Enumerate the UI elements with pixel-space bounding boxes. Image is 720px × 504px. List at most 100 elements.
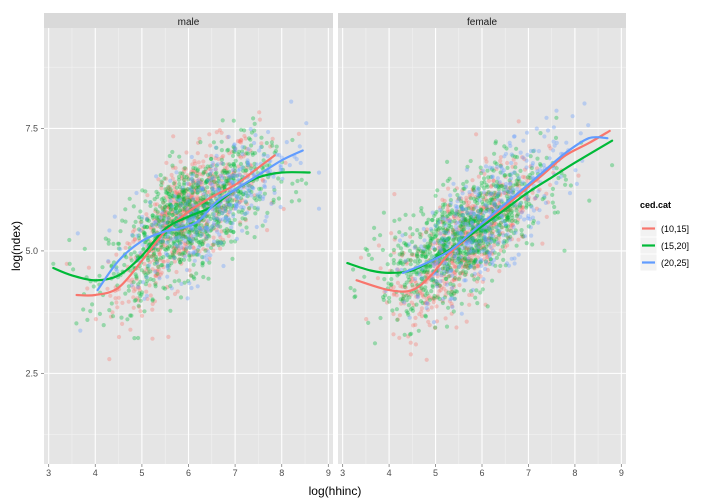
scatter-point: [506, 215, 511, 220]
scatter-point: [474, 245, 479, 250]
scatter-point: [474, 132, 479, 137]
scatter-point: [399, 301, 404, 306]
scatter-point: [174, 234, 179, 239]
scatter-point: [152, 202, 158, 207]
scatter-point: [476, 216, 481, 221]
scatter-point: [261, 194, 266, 199]
scatter-point: [209, 198, 214, 203]
scatter-point: [189, 227, 195, 232]
scatter-point: [175, 193, 180, 198]
scatter-point: [215, 240, 221, 245]
scatter-point: [168, 184, 173, 189]
scatter-point: [449, 219, 454, 224]
scatter-point: [474, 288, 479, 293]
scatter-point: [466, 200, 472, 205]
scatter-point: [463, 278, 468, 283]
scatter-point: [474, 243, 479, 248]
scatter-point: [168, 188, 173, 193]
scatter-point: [191, 188, 197, 193]
scatter-point: [515, 173, 520, 178]
scatter-point: [458, 231, 463, 236]
scatter-point: [550, 186, 556, 191]
scatter-point: [452, 296, 457, 301]
scatter-point: [471, 219, 476, 224]
scatter-point: [205, 225, 210, 230]
scatter-point: [505, 232, 510, 237]
scatter-point: [182, 205, 187, 210]
scatter-point: [457, 271, 463, 276]
scatter-point: [467, 239, 472, 244]
scatter-point: [211, 187, 216, 192]
scatter-point: [226, 203, 231, 208]
scatter-point: [231, 229, 236, 234]
scatter-point: [551, 170, 556, 175]
scatter-point: [190, 168, 195, 173]
scatter-point: [180, 197, 185, 202]
scatter-point: [434, 284, 440, 289]
scatter-point: [187, 251, 192, 256]
scatter-point: [490, 197, 495, 203]
scatter-point: [223, 208, 228, 213]
scatter-point: [463, 216, 468, 221]
scatter-point: [251, 116, 256, 121]
scatter-point: [492, 239, 497, 244]
scatter-point: [477, 198, 482, 203]
scatter-point: [441, 225, 446, 231]
scatter-point: [165, 285, 170, 290]
scatter-point: [463, 246, 468, 251]
scatter-point: [232, 142, 237, 147]
scatter-point: [501, 168, 507, 173]
scatter-point: [459, 212, 464, 217]
scatter-point: [459, 259, 464, 264]
scatter-point: [477, 238, 482, 243]
scatter-point: [278, 165, 283, 170]
scatter-point: [209, 153, 214, 159]
scatter-point: [227, 210, 233, 215]
scatter-point: [512, 170, 517, 175]
scatter-point: [206, 201, 212, 207]
scatter-point: [180, 185, 185, 190]
scatter-point: [128, 252, 134, 257]
scatter-point: [138, 209, 143, 214]
y-tick-label: 5.0: [25, 246, 38, 256]
scatter-point: [287, 163, 292, 168]
scatter-point: [171, 241, 176, 246]
scatter-point: [232, 172, 237, 177]
scatter-point: [196, 181, 202, 186]
scatter-point: [500, 182, 505, 187]
scatter-point: [475, 193, 480, 198]
scatter-point: [216, 243, 221, 248]
scatter-point: [144, 225, 149, 230]
scatter-point: [151, 253, 156, 258]
scatter-point: [202, 169, 207, 174]
scatter-point: [116, 241, 121, 246]
scatter-point: [194, 227, 199, 232]
scatter-point: [479, 237, 484, 243]
scatter-point: [226, 177, 231, 182]
scatter-point: [290, 181, 295, 186]
scatter-point: [504, 214, 509, 219]
scatter-point: [468, 213, 473, 218]
scatter-point: [465, 251, 470, 256]
scatter-point: [443, 236, 448, 241]
scatter-point: [231, 174, 237, 179]
scatter-point: [155, 257, 160, 262]
scatter-point: [200, 260, 205, 265]
scatter-point: [408, 352, 413, 357]
scatter-point: [457, 275, 462, 280]
scatter-point: [218, 217, 223, 222]
scatter-point: [155, 209, 160, 214]
scatter-point: [229, 220, 234, 226]
scatter-point: [456, 253, 461, 258]
scatter-point: [468, 205, 473, 210]
scatter-point: [248, 148, 253, 153]
scatter-point: [146, 258, 151, 263]
scatter-point: [558, 174, 564, 179]
scatter-point: [442, 271, 447, 276]
scatter-point: [219, 186, 224, 191]
scatter-point: [513, 230, 518, 235]
scatter-point: [237, 139, 242, 144]
scatter-point: [129, 313, 134, 318]
scatter-point: [201, 274, 206, 280]
scatter-point: [281, 206, 286, 212]
